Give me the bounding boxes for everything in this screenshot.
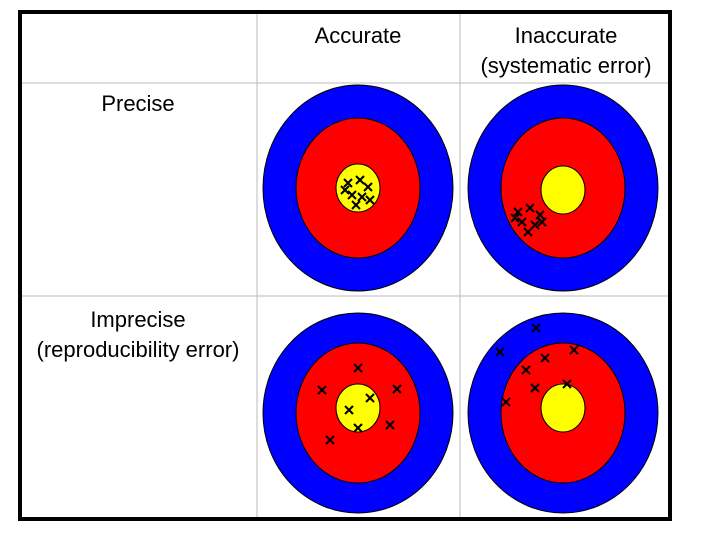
hit-mark <box>540 353 550 363</box>
hit-stroke <box>343 178 353 188</box>
hit-stroke <box>537 217 547 227</box>
hit-mark <box>525 203 535 213</box>
hit-stroke <box>363 182 373 192</box>
hit-stroke <box>510 213 520 223</box>
target <box>262 84 454 292</box>
hit-stroke <box>344 405 354 415</box>
hit-stroke <box>535 210 545 220</box>
hit-mark <box>357 192 367 202</box>
hit-mark <box>365 393 375 403</box>
column-header: Inaccurate <box>515 23 618 48</box>
hit-mark <box>392 384 402 394</box>
bullseye <box>540 165 586 215</box>
hit-mark <box>340 185 350 195</box>
target <box>467 312 659 514</box>
hit-mark <box>365 195 375 205</box>
hit-mark <box>363 182 373 192</box>
grid-lines <box>20 12 670 520</box>
hit-mark <box>510 213 520 223</box>
hit-stroke <box>385 420 395 430</box>
hit-stroke <box>357 192 367 202</box>
hit-mark <box>531 323 541 333</box>
hit-stroke <box>501 397 511 407</box>
hit-stroke <box>569 345 579 355</box>
row-header: Precise <box>101 91 174 116</box>
hit-mark <box>535 210 545 220</box>
hit-stroke <box>525 203 535 213</box>
hit-mark <box>351 200 361 210</box>
hit-stroke <box>353 423 363 433</box>
table-border <box>18 10 672 521</box>
hit-mark <box>353 423 363 433</box>
hit-stroke <box>495 347 505 357</box>
hit-mark <box>343 178 353 188</box>
hit-mark <box>523 227 533 237</box>
hit-mark <box>495 347 505 357</box>
hit-mark <box>385 420 395 430</box>
row-header: Imprecise <box>90 307 185 332</box>
hit-stroke <box>365 195 375 205</box>
bullseye <box>335 383 381 433</box>
hit-stroke <box>351 200 361 210</box>
hit-stroke <box>521 365 531 375</box>
hit-mark <box>513 207 523 217</box>
hit-mark <box>325 435 335 445</box>
column-header: (systematic error) <box>480 53 651 78</box>
hit-mark <box>517 217 527 227</box>
hit-stroke <box>540 353 550 363</box>
hit-mark <box>501 397 511 407</box>
target <box>262 312 454 514</box>
targets <box>262 84 659 514</box>
target <box>467 84 659 292</box>
hit-mark <box>521 365 531 375</box>
hit-stroke <box>317 385 327 395</box>
hit-mark <box>530 383 540 393</box>
hit-stroke <box>365 393 375 403</box>
hit-stroke <box>340 185 350 195</box>
hit-stroke <box>530 220 540 230</box>
hit-mark <box>562 379 572 389</box>
hit-stroke <box>513 207 523 217</box>
hit-stroke <box>353 363 363 373</box>
row-header: (reproducibility error) <box>37 337 240 362</box>
hit-mark <box>317 385 327 395</box>
hit-mark <box>537 217 547 227</box>
hit-stroke <box>355 175 365 185</box>
hit-stroke <box>347 190 357 200</box>
hit-mark <box>569 345 579 355</box>
hit-stroke <box>523 227 533 237</box>
hit-stroke <box>325 435 335 445</box>
hit-mark <box>353 363 363 373</box>
hit-mark <box>355 175 365 185</box>
column-header: Accurate <box>315 23 402 48</box>
hit-stroke <box>562 379 572 389</box>
bullseye <box>540 383 586 433</box>
hit-mark <box>530 220 540 230</box>
hit-mark <box>344 405 354 415</box>
hit-stroke <box>530 383 540 393</box>
hit-stroke <box>392 384 402 394</box>
hit-mark <box>347 190 357 200</box>
hit-stroke <box>517 217 527 227</box>
hit-stroke <box>531 323 541 333</box>
